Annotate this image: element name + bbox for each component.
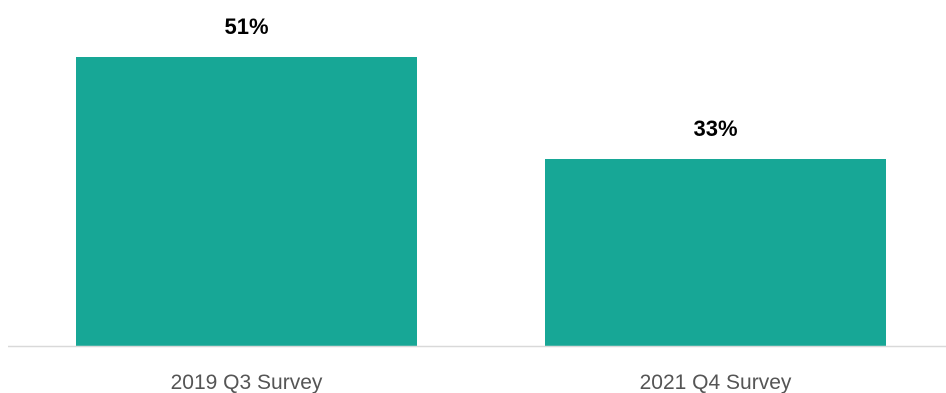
value-labels: 51% 33% [224,14,737,141]
x-tick-label-2: 2021 Q4 Survey [640,371,792,393]
x-axis-tick-labels: 2019 Q3 Survey 2021 Q4 Survey [171,371,792,393]
bar-2 [545,159,886,346]
x-tick-label-1: 2019 Q3 Survey [171,371,323,393]
bar-value-label-1: 51% [224,14,268,39]
bar-value-label-2: 33% [693,116,737,141]
bar-series [76,57,886,346]
bar-1 [76,57,417,346]
